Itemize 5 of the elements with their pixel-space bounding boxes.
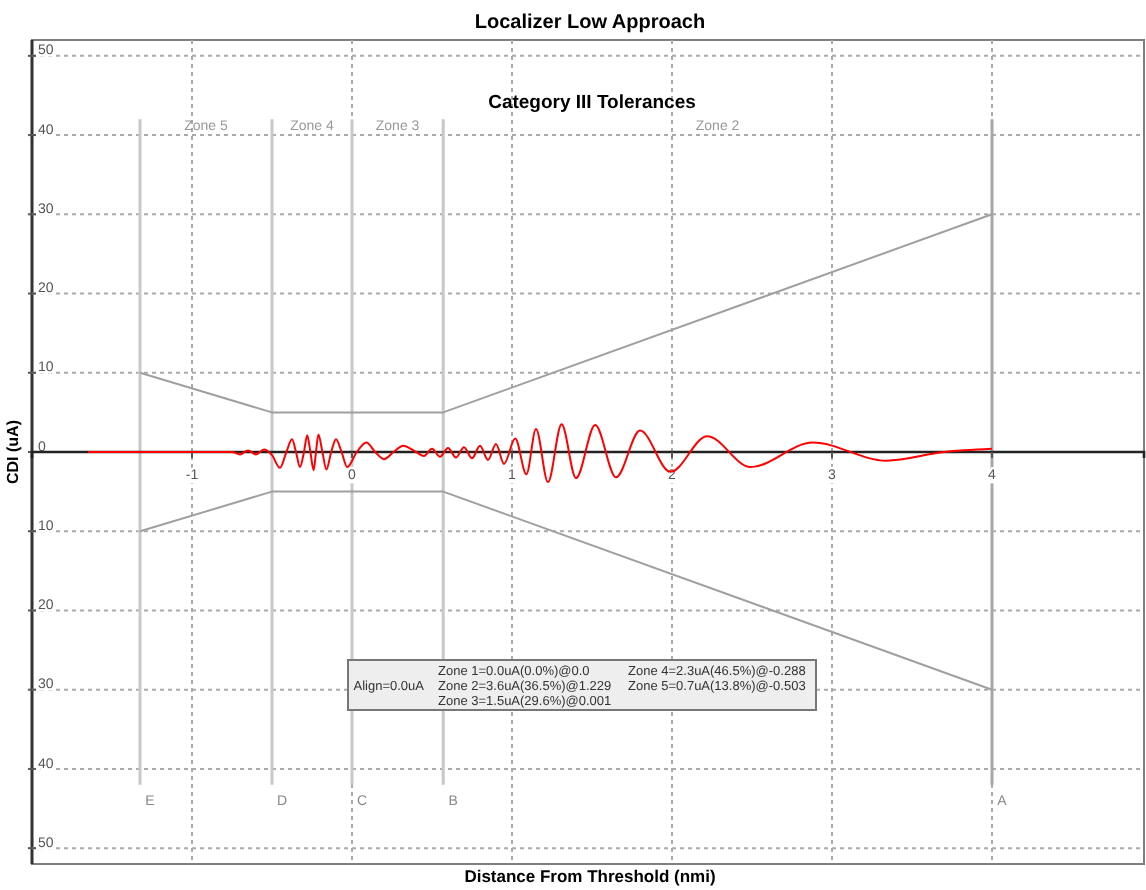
line-series — [87, 423, 993, 484]
x-axis-title: Distance From Threshold (nmi) — [464, 866, 716, 886]
y-axis-title: CDI (uA) — [4, 419, 22, 484]
chart-title: Localizer Low Approach — [474, 12, 706, 34]
text: Category III Tolerances — [488, 92, 696, 114]
